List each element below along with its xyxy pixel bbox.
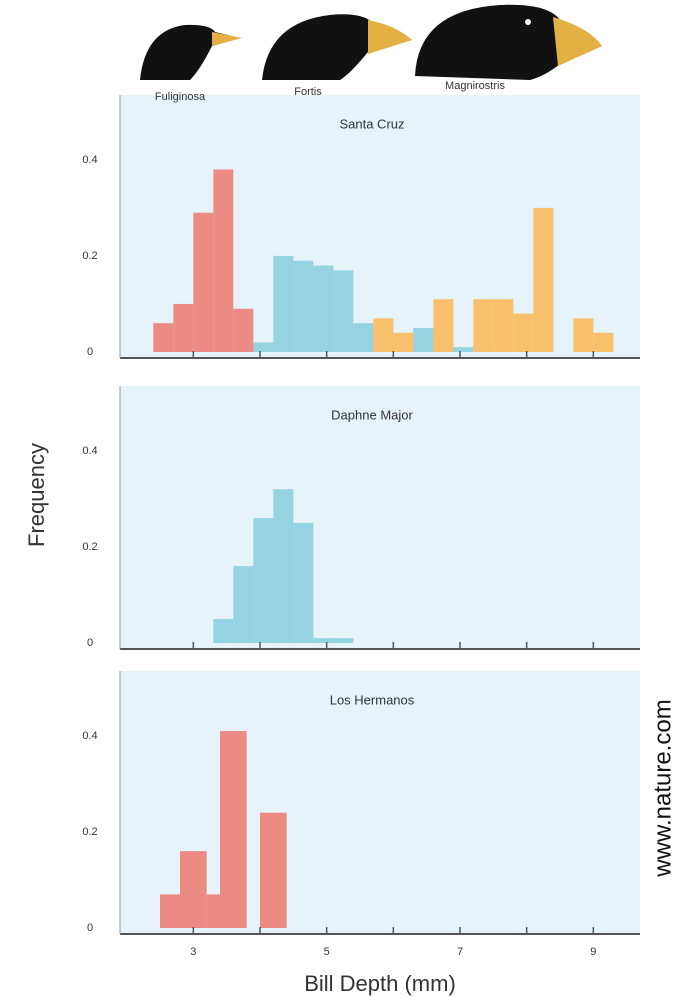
x-tick-label: 3 [190, 946, 196, 958]
species-label: Fortis [294, 86, 322, 98]
bar [393, 332, 414, 352]
x-tick-label: 9 [590, 946, 596, 958]
bar [373, 318, 394, 352]
bar [413, 327, 434, 352]
bar [233, 308, 254, 352]
y-tick-label: 0.2 [82, 250, 97, 262]
bar [160, 894, 180, 928]
bar [453, 347, 474, 352]
bar [233, 566, 254, 643]
y-tick-label: 0.4 [82, 154, 97, 166]
bar [180, 851, 207, 928]
panel-title: Los Hermanos [330, 692, 415, 707]
panel-title: Santa Cruz [339, 116, 404, 131]
bar [333, 270, 354, 352]
bar [213, 618, 234, 643]
bar [273, 489, 294, 643]
bar [220, 731, 247, 928]
bird-magnirostris [415, 4, 602, 80]
bar [213, 169, 234, 352]
bar [206, 894, 220, 928]
bar [173, 303, 194, 352]
y-tick-label: 0.2 [82, 541, 97, 553]
bar [493, 299, 514, 352]
bar [313, 638, 334, 643]
panel: Los Hermanos 0 0.2 0.4 3 5 7 9 [82, 671, 640, 958]
source: www.nature.com [649, 699, 676, 877]
panel: Daphne Major 0 0.2 0.4 [82, 386, 640, 650]
bar [353, 323, 374, 352]
bar [253, 518, 274, 643]
bar [260, 812, 287, 928]
panel-title: Daphne Major [331, 407, 413, 422]
bar [153, 323, 174, 352]
bar [293, 260, 314, 352]
bar [313, 265, 334, 352]
bar [433, 299, 454, 352]
x-tick-label: 5 [324, 946, 330, 958]
y-axis-label: Frequency [24, 443, 49, 547]
bar [573, 318, 594, 352]
x-axis-label: Bill Depth (mm) [304, 971, 456, 996]
bar [293, 522, 314, 643]
bar [533, 207, 554, 352]
y-tick-label: 0.4 [82, 445, 97, 457]
panel-background [120, 386, 640, 649]
y-tick-label: 0.4 [82, 730, 97, 742]
species-label: Fuliginosa [155, 91, 206, 103]
y-tick-label: 0 [87, 922, 93, 934]
species-label: Magnirostris [445, 80, 505, 92]
bar [333, 638, 354, 643]
bar [193, 212, 214, 352]
bar [273, 255, 294, 352]
y-tick-label: 0 [87, 346, 93, 358]
y-tick-label: 0.2 [82, 826, 97, 838]
x-tick-label: 7 [457, 946, 463, 958]
bar [473, 299, 494, 352]
bar [513, 313, 534, 352]
panel: Santa Cruz 0 0.2 0.4 [82, 95, 640, 359]
bar [593, 332, 614, 352]
bird-fortis [262, 14, 412, 80]
bar [253, 342, 274, 352]
bird-fuliginosa [140, 24, 242, 80]
y-tick-label: 0 [87, 637, 93, 649]
